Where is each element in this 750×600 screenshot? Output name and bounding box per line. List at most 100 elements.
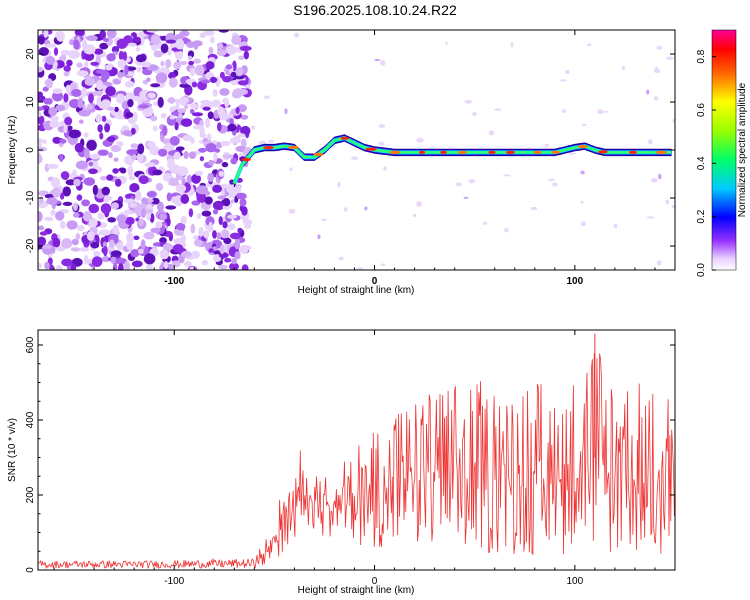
- noise-blob: [128, 202, 137, 208]
- noise-blob: [193, 58, 202, 64]
- noise-blob: [198, 226, 204, 237]
- noise-blob: [240, 125, 251, 136]
- noise-blob: [167, 158, 175, 168]
- noise-blob: [240, 114, 249, 120]
- noise-blob: [38, 190, 49, 196]
- noise-blob: [93, 48, 104, 55]
- noise-blob: [206, 133, 212, 141]
- sparse-blob: [494, 108, 502, 111]
- noise-blob: [83, 132, 89, 138]
- noise-blob: [74, 30, 85, 37]
- noise-blob: [45, 43, 57, 48]
- noise-blob: [100, 70, 110, 81]
- noise-blob: [50, 115, 59, 122]
- noise-blob: [189, 67, 195, 77]
- noise-blob: [230, 157, 238, 165]
- noise-blob: [180, 233, 186, 244]
- sparse-blob: [504, 227, 509, 233]
- ridge-band-green: [233, 136, 671, 185]
- noise-blob: [235, 106, 240, 114]
- sparse-blob: [250, 125, 256, 130]
- noise-blob: [179, 83, 190, 88]
- noise-blob: [106, 174, 114, 181]
- snr-line: [38, 353, 675, 570]
- noise-blob: [230, 71, 237, 78]
- ridge-hotspot: [655, 150, 668, 154]
- noise-blob: [52, 91, 63, 102]
- noise-blob: [201, 210, 212, 217]
- noise-blob: [193, 42, 199, 50]
- noise-blob: [205, 143, 217, 153]
- noise-blob: [69, 98, 81, 109]
- sparse-blob: [444, 41, 448, 45]
- y-tick-label: 600: [25, 336, 36, 353]
- ridge-hotspot: [389, 150, 401, 154]
- noise-blob: [107, 217, 116, 223]
- noise-blob: [199, 156, 204, 162]
- noise-blob: [84, 77, 96, 86]
- noise-blob: [112, 224, 119, 236]
- noise-blob: [153, 50, 163, 58]
- noise-blob: [163, 261, 169, 270]
- noise-blob: [131, 154, 138, 161]
- noise-blob: [239, 244, 249, 255]
- noise-blob: [105, 86, 116, 97]
- noise-blob: [204, 196, 213, 205]
- noise-blob: [138, 218, 144, 227]
- sparse-blob: [568, 152, 576, 155]
- noise-blob: [141, 208, 146, 218]
- noise-blob: [176, 146, 185, 151]
- sparse-blob: [416, 201, 422, 208]
- noise-blob: [81, 199, 90, 207]
- noise-blob: [115, 257, 127, 265]
- noise-blob: [231, 257, 237, 265]
- noise-blob: [99, 132, 104, 140]
- noise-blob: [39, 231, 48, 236]
- sparse-blob: [646, 89, 650, 95]
- noise-blob: [127, 165, 134, 177]
- noise-blob: [146, 77, 151, 82]
- noise-blob: [218, 264, 228, 270]
- noise-blob: [150, 83, 161, 88]
- noise-blob: [193, 239, 203, 247]
- noise-blob: [160, 112, 167, 119]
- noise-blob: [117, 59, 127, 69]
- y-tick-label: -10: [25, 190, 36, 205]
- noise-blob: [63, 124, 68, 134]
- noise-blob: [68, 129, 81, 139]
- noise-blob: [239, 204, 245, 212]
- noise-blob: [225, 64, 233, 70]
- sparse-blob: [648, 139, 653, 145]
- noise-blob: [82, 211, 92, 222]
- noise-blob: [38, 236, 47, 247]
- noise-blob: [48, 107, 58, 117]
- sparse-blob: [597, 109, 603, 115]
- noise-blob: [125, 92, 135, 103]
- noise-blob: [217, 122, 222, 132]
- noise-blob: [172, 244, 184, 253]
- noise-blob: [122, 130, 132, 137]
- noise-blob: [168, 181, 180, 186]
- x-tick-label: -100: [164, 276, 184, 287]
- sparse-blob: [656, 45, 663, 50]
- ridge-hotspot: [263, 146, 274, 150]
- noise-blob: [38, 47, 49, 56]
- noise-blob: [83, 52, 95, 61]
- noise-blob: [237, 80, 249, 86]
- noise-blob: [235, 67, 244, 77]
- noise-blob: [131, 260, 143, 268]
- noise-blob: [173, 151, 181, 160]
- noise-blob: [125, 112, 134, 118]
- noise-blob: [62, 186, 71, 197]
- noise-blob: [55, 265, 63, 270]
- noise-blob: [130, 249, 140, 258]
- noise-blob: [180, 118, 193, 127]
- noise-blob: [212, 230, 217, 239]
- sparse-blob: [356, 267, 364, 270]
- noise-blob: [227, 123, 237, 132]
- noise-blob: [75, 160, 88, 170]
- noise-blob: [50, 209, 56, 216]
- sparse-blob: [666, 56, 674, 60]
- noise-blob: [207, 111, 214, 120]
- sparse-blob: [482, 221, 488, 225]
